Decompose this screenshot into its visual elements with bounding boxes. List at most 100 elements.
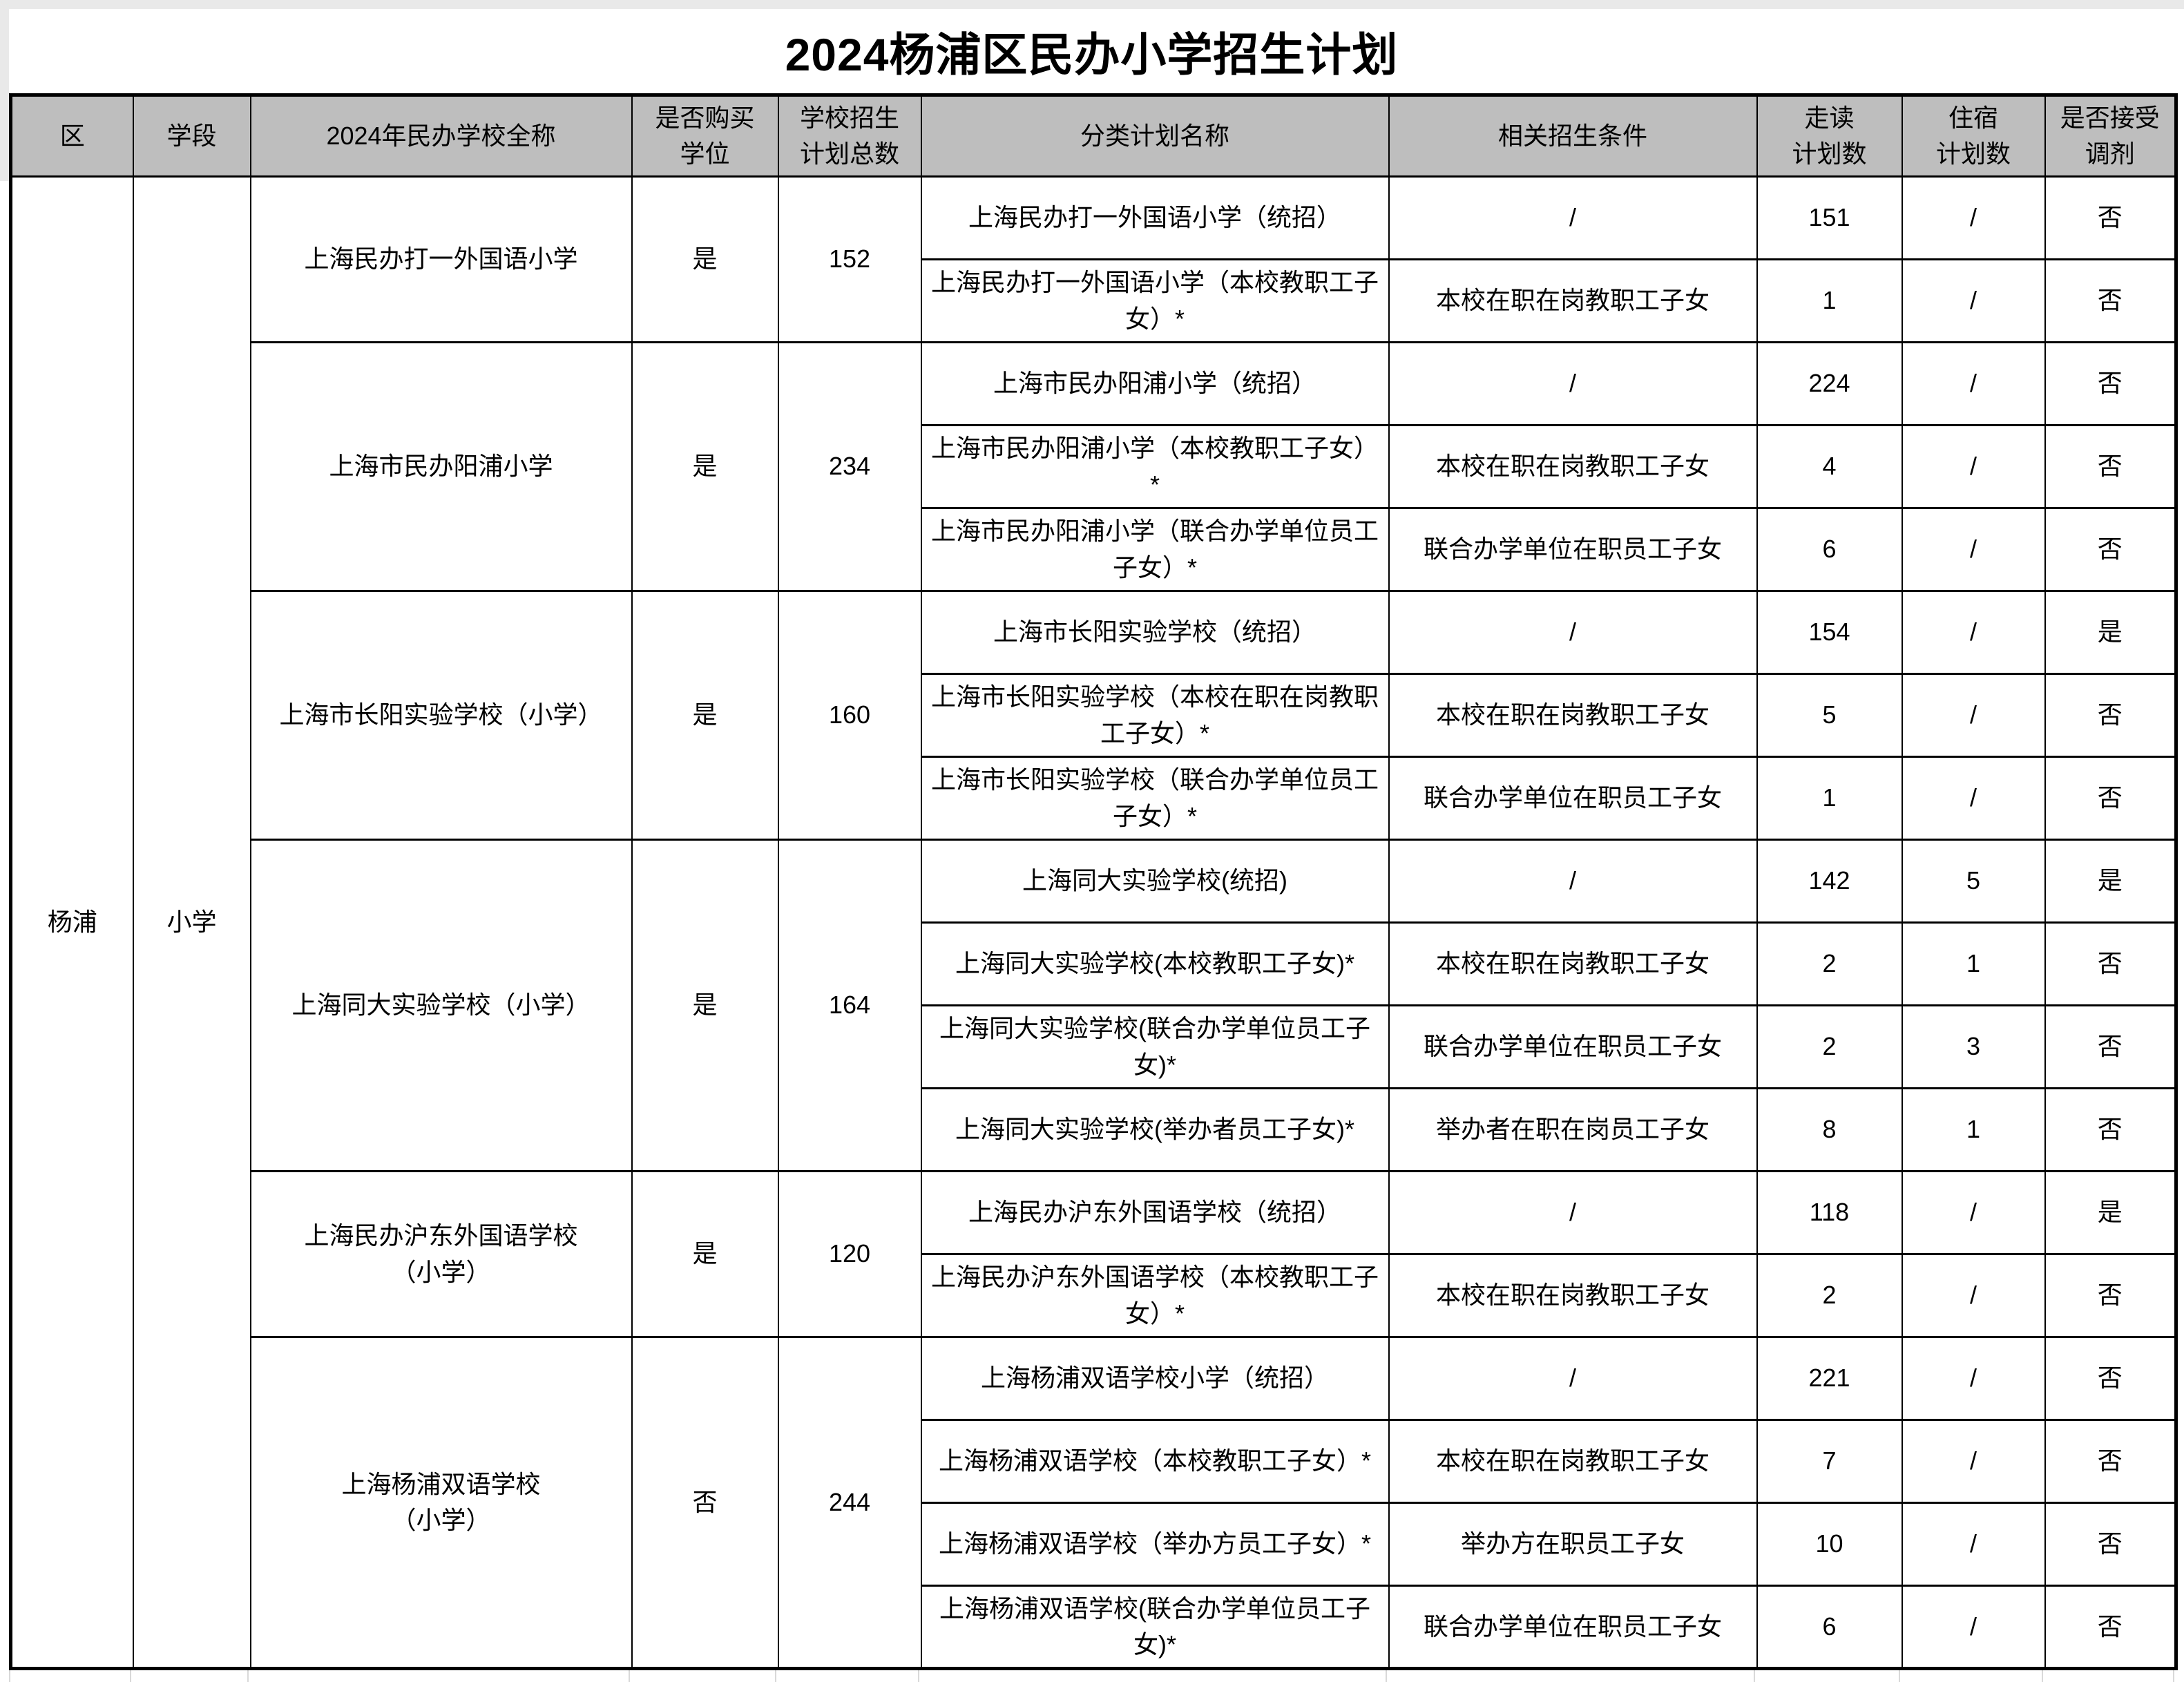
condition-cell: 本校在职在岗教职工子女 <box>1388 424 1758 509</box>
plan-name-cell: 上海杨浦双语学校（举办方员工子女）* <box>920 1502 1390 1587</box>
day-plan-cell: 2 <box>1756 1004 1903 1089</box>
condition-cell: 联合办学单位在职员工子女 <box>1388 1585 1758 1670</box>
adjustment-cell: 否 <box>2044 507 2177 592</box>
gridline-cell <box>2043 1670 2174 1682</box>
header-condition: 相关招生条件 <box>1388 94 1758 178</box>
plan-name-cell: 上海杨浦双语学校(联合办学单位员工子女)* <box>920 1585 1390 1670</box>
gridline-cell <box>131 1670 249 1682</box>
plan-name-cell: 上海市长阳实验学校（统招） <box>920 590 1390 675</box>
gridline-cell <box>1387 1670 1755 1682</box>
plan-name-cell: 上海杨浦双语学校（本校教职工子女）* <box>920 1419 1390 1504</box>
boarding-plan-cell: / <box>1901 1253 2046 1338</box>
day-plan-cell: 7 <box>1756 1419 1903 1504</box>
condition-cell: 联合办学单位在职员工子女 <box>1388 507 1758 592</box>
boarding-plan-cell: / <box>1901 673 2046 758</box>
table-row: 上海市民办阳浦小学（联合办学单位员工子女）* 联合办学单位在职员工子女 6 / … <box>11 507 2177 592</box>
plan-name-cell: 上海市民办阳浦小学（联合办学单位员工子女）* <box>920 507 1390 592</box>
adjustment-cell: 否 <box>2044 756 2177 841</box>
table-row: 上海杨浦双语学校（举办方员工子女）* 举办方在职员工子女 10 / 否 <box>11 1502 2177 1587</box>
gridline-cell <box>630 1670 776 1682</box>
school-name-cell: 上海市长阳实验学校（小学） <box>249 590 633 841</box>
school-name-cell: 上海民办沪东外国语学校 （小学） <box>249 1170 633 1338</box>
table-row: 上海民办沪东外国语学校 （小学） 是 120 上海民办沪东外国语学校（统招） /… <box>11 1170 2177 1338</box>
plan-name-cell: 上海市民办阳浦小学（本校教职工子女）* <box>920 424 1390 509</box>
table-row: 上海市长阳实验学校（本校在职在岗教职工子女）* 本校在职在岗教职工子女 5 / … <box>11 673 2177 758</box>
header-day-plan: 走读 计划数 <box>1756 94 1903 178</box>
left-margin-strip <box>0 0 9 181</box>
day-plan-cell: 6 <box>1756 1585 1903 1670</box>
gridline-cell <box>1900 1670 2043 1682</box>
table-row: 上海市民办阳浦小学（本校教职工子女）* 本校在职在岗教职工子女 4 / 否 <box>11 424 2177 509</box>
plan-name-cell: 上海杨浦双语学校小学（统招） <box>920 1336 1390 1421</box>
plan-name-cell: 上海民办沪东外国语学校（统招） <box>920 1170 1390 1255</box>
adjustment-cell: 否 <box>2044 175 2177 260</box>
gridline-cell <box>249 1670 630 1682</box>
day-plan-cell: 2 <box>1756 921 1903 1006</box>
condition-cell: 本校在职在岗教职工子女 <box>1388 1419 1758 1504</box>
header-row: 区 学段 2024年民办学校全称 是否购买 学位 学校招生 计划总数 分类计划名… <box>10 94 2177 178</box>
boarding-plan-cell: / <box>1901 756 2046 841</box>
table-row: 上海市民办阳浦小学 是 234 上海市民办阳浦小学（统招） / 224 / 否 <box>11 341 2177 592</box>
table-row: 上海同大实验学校(本校教职工子女)* 本校在职在岗教职工子女 2 1 否 <box>11 921 2177 1006</box>
school-name-cell: 上海民办打一外国语小学 <box>249 175 633 343</box>
condition-cell: 举办者在职在岗员工子女 <box>1388 1087 1758 1172</box>
condition-cell: / <box>1388 1170 1758 1255</box>
boarding-plan-cell: / <box>1901 590 2046 675</box>
condition-cell: 本校在职在岗教职工子女 <box>1388 1253 1758 1338</box>
day-plan-cell: 118 <box>1756 1170 1903 1255</box>
adjustment-cell: 否 <box>2044 1419 2177 1504</box>
school-name-cell: 上海同大实验学校（小学） <box>249 839 633 1172</box>
day-plan-cell: 151 <box>1756 175 1903 260</box>
day-plan-cell: 1 <box>1756 258 1903 343</box>
plan-name-cell: 上海民办打一外国语小学（本校教职工子女）* <box>920 258 1390 343</box>
table-row: 杨浦 小学 上海民办打一外国语小学 是 152 上海民办打一外国语小学（统招） … <box>10 175 2177 1670</box>
adjustment-cell: 是 <box>2044 839 2177 924</box>
buy-degree-cell: 是 <box>631 1170 779 1338</box>
bottom-gridline-strip <box>9 1670 2174 1682</box>
plan-name-cell: 上海市长阳实验学校（本校在职在岗教职工子女）* <box>920 673 1390 758</box>
buy-degree-cell: 是 <box>631 175 779 343</box>
boarding-plan-cell: / <box>1901 1336 2046 1421</box>
total-plan-cell: 160 <box>777 590 922 841</box>
adjustment-cell: 否 <box>2044 1087 2177 1172</box>
plan-name-cell: 上海民办打一外国语小学（统招） <box>920 175 1390 260</box>
condition-cell: 本校在职在岗教职工子女 <box>1388 673 1758 758</box>
day-plan-cell: 6 <box>1756 507 1903 592</box>
boarding-plan-cell: / <box>1901 1502 2046 1587</box>
table-row: 上海市长阳实验学校（联合办学单位员工子女）* 联合办学单位在职员工子女 1 / … <box>11 756 2177 841</box>
condition-cell: / <box>1388 341 1758 426</box>
boarding-plan-cell: 3 <box>1901 1004 2046 1089</box>
district-cell: 杨浦 <box>10 175 134 1670</box>
adjustment-cell: 否 <box>2044 341 2177 426</box>
day-plan-cell: 2 <box>1756 1253 1903 1338</box>
condition-cell: / <box>1388 590 1758 675</box>
boarding-plan-cell: / <box>1901 341 2046 426</box>
header-boarding-plan: 住宿 计划数 <box>1901 94 2046 178</box>
adjustment-cell: 否 <box>2044 1502 2177 1587</box>
table-row: 上海民办打一外国语小学（本校教职工子女）* 本校在职在岗教职工子女 1 / 否 <box>11 258 2177 343</box>
adjustment-cell: 否 <box>2044 921 2177 1006</box>
gridline-cell <box>9 1670 131 1682</box>
total-plan-cell: 152 <box>777 175 922 343</box>
adjustment-cell: 否 <box>2044 1253 2177 1338</box>
condition-cell: 本校在职在岗教职工子女 <box>1388 921 1758 1006</box>
page-title: 2024杨浦区民办小学招生计划 <box>785 29 1399 80</box>
adjustment-cell: 是 <box>2044 1170 2177 1255</box>
buy-degree-cell: 是 <box>631 839 779 1172</box>
plan-name-cell: 上海民办沪东外国语学校（本校教职工子女）* <box>920 1253 1390 1338</box>
adjustment-cell: 否 <box>2044 1585 2177 1670</box>
boarding-plan-cell: 5 <box>1901 839 2046 924</box>
condition-cell: 联合办学单位在职员工子女 <box>1388 756 1758 841</box>
school-name-cell: 上海市民办阳浦小学 <box>249 341 633 592</box>
condition-cell: / <box>1388 839 1758 924</box>
condition-cell: / <box>1388 1336 1758 1421</box>
gridline-cell <box>919 1670 1387 1682</box>
enrollment-plan-table-wrap: 区 学段 2024年民办学校全称 是否购买 学位 学校招生 计划总数 分类计划名… <box>9 93 2178 1682</box>
enrollment-plan-table: 区 学段 2024年民办学校全称 是否购买 学位 学校招生 计划总数 分类计划名… <box>9 93 2178 1670</box>
boarding-plan-cell: / <box>1901 1585 2046 1670</box>
boarding-plan-cell: 1 <box>1901 921 2046 1006</box>
table-row: 上海杨浦双语学校（本校教职工子女）* 本校在职在岗教职工子女 7 / 否 <box>11 1419 2177 1504</box>
boarding-plan-cell: / <box>1901 175 2046 260</box>
day-plan-cell: 142 <box>1756 839 1903 924</box>
table-row: 上海市长阳实验学校（小学） 是 160 上海市长阳实验学校（统招） / 154 … <box>11 590 2177 841</box>
